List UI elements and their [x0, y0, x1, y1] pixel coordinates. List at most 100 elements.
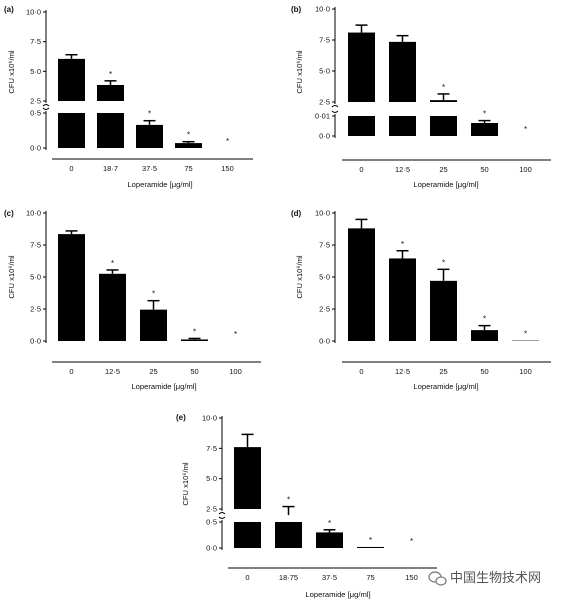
bar: [58, 113, 85, 148]
bar: [58, 234, 85, 341]
significance-marker: *: [287, 496, 290, 505]
bar: [175, 143, 202, 148]
axis-break-mark: [218, 512, 226, 515]
bar: [97, 84, 124, 101]
y-tick-label: 2·5: [319, 305, 330, 314]
x-tick-label: 100: [229, 367, 242, 376]
x-tick-label: 150: [221, 164, 234, 173]
y-tick-label: 0·0: [30, 144, 41, 153]
x-tick-label: 0: [69, 164, 73, 173]
x-tick-label: 12·5: [395, 165, 410, 174]
x-tick-label: 100: [519, 165, 532, 174]
y-tick-label: 2·5: [30, 305, 41, 314]
y-tick-label: 10·0: [315, 5, 330, 14]
bar: [275, 522, 302, 548]
x-tick-label: 100: [519, 367, 532, 376]
chart-panel-d: (d) CFU x10⁶/ml Loperamide [μg/ml] 0·0 2·…: [291, 209, 551, 391]
x-tick-label: 150: [405, 573, 418, 582]
bar: [181, 339, 208, 341]
x-axis-label: Loperamide [μg/ml]: [131, 382, 196, 391]
significance-marker: *: [369, 536, 372, 545]
x-tick-label: 0: [245, 573, 249, 582]
bar: [389, 258, 416, 341]
bar: [471, 330, 498, 341]
y-axis-label: CFU x10⁶/ml: [295, 50, 304, 94]
bar: [348, 32, 375, 103]
bar: [389, 41, 416, 102]
significance-marker: *: [148, 110, 151, 119]
bar: [99, 273, 126, 341]
y-tick-label: 0·0: [30, 337, 41, 346]
significance-marker: *: [442, 258, 445, 267]
bar: [430, 100, 457, 102]
significance-marker: *: [524, 125, 527, 134]
watermark: 中国生物技术网: [428, 571, 541, 586]
x-tick-label: 50: [480, 367, 488, 376]
x-axis-label: Loperamide [μg/ml]: [413, 382, 478, 391]
x-tick-label: 75: [184, 164, 192, 173]
bar: [234, 522, 261, 548]
x-axis-label: Loperamide [μg/ml]: [305, 590, 370, 599]
significance-marker: *: [328, 519, 331, 528]
y-axis-label: CFU x10⁶/ml: [7, 255, 16, 299]
chart-panel-b: (b) CFU x10⁶/ml Loperamide [μg/ml] 2·5 5·…: [291, 5, 551, 189]
bar: [430, 116, 457, 136]
bar: [97, 113, 124, 148]
y-tick-label: 5·0: [319, 67, 330, 76]
y-tick-label: 7·5: [319, 36, 330, 45]
panel-label: (e): [176, 413, 186, 422]
y-tick-label: 2·5: [206, 505, 217, 514]
y-tick-label: 0·01: [315, 112, 330, 121]
bar: [234, 447, 261, 509]
panel-label: (d): [291, 209, 302, 218]
x-tick-label: 25: [439, 367, 447, 376]
bar: [348, 228, 375, 341]
y-tick-label: 2·5: [30, 97, 41, 106]
bar: [316, 532, 343, 548]
y-tick-label: 0·5: [30, 109, 41, 118]
panel-label: (c): [4, 209, 14, 218]
x-tick-label: 0: [359, 367, 363, 376]
y-tick-label: 0·0: [319, 337, 330, 346]
significance-marker: *: [483, 315, 486, 324]
y-tick-label: 5·0: [30, 273, 41, 282]
y-axis-label: CFU x10⁶/ml: [7, 50, 16, 94]
x-tick-label: 50: [190, 367, 198, 376]
x-axis-label: Loperamide [μg/ml]: [127, 180, 192, 189]
significance-marker: *: [401, 240, 404, 249]
axis-break-mark: [331, 110, 339, 113]
significance-marker: *: [234, 330, 237, 339]
y-axis-label: CFU x10⁶/ml: [181, 462, 190, 506]
x-tick-label: 0: [359, 165, 363, 174]
y-tick-label: 7·5: [30, 37, 41, 46]
x-tick-label: 37·5: [322, 573, 337, 582]
bar: [389, 116, 416, 136]
x-tick-label: 18·7: [103, 164, 118, 173]
x-tick-label: 75: [366, 573, 374, 582]
axis-break-mark: [218, 516, 226, 519]
significance-marker: *: [410, 537, 413, 546]
significance-marker: *: [109, 70, 112, 79]
y-tick-label: 7·5: [319, 241, 330, 250]
significance-marker: *: [111, 259, 114, 268]
significance-marker: *: [524, 330, 527, 339]
y-tick-label: 10·0: [315, 209, 330, 218]
significance-marker: *: [442, 83, 445, 92]
x-tick-label: 25: [149, 367, 157, 376]
significance-marker: *: [226, 137, 229, 146]
bar: [430, 280, 457, 341]
y-tick-label: 0·0: [206, 544, 217, 553]
chart-panel-a: (a) CFU x10⁶/ml Loperamide [μg/ml] 2·5 5·…: [4, 5, 253, 189]
significance-marker: *: [193, 327, 196, 336]
x-tick-label: 18·75: [279, 573, 298, 582]
axis-break-mark: [42, 107, 50, 110]
y-tick-label: 2·5: [319, 98, 330, 107]
chart-panel-c: (c) CFU x10⁶/ml Loperamide [μg/ml] 0·0 2·…: [4, 209, 261, 391]
y-tick-label: 10·0: [26, 8, 41, 17]
x-tick-label: 25: [439, 165, 447, 174]
x-tick-label: 12·5: [105, 367, 120, 376]
panel-label: (b): [291, 5, 302, 14]
y-tick-label: 10·0: [202, 414, 217, 423]
